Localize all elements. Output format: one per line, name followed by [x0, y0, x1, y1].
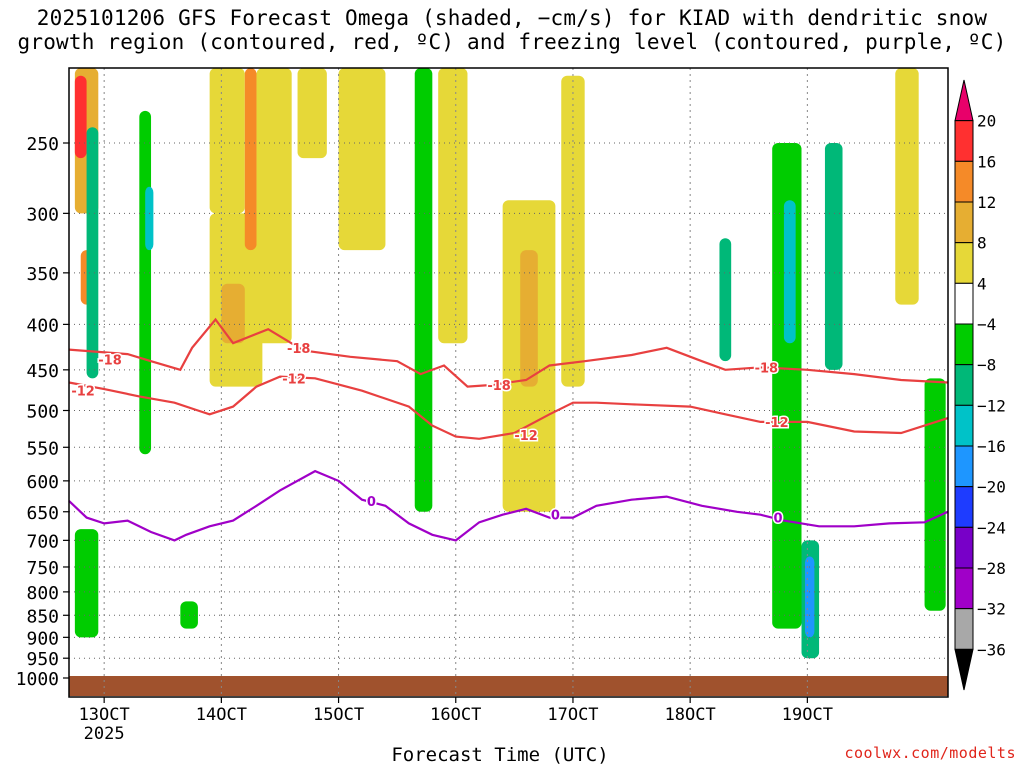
omega-patch — [139, 110, 152, 455]
contour-label: -12 — [514, 429, 538, 444]
chart-title-line1: 2025101206 GFS Forecast Omega (shaded, −… — [36, 6, 988, 30]
y-tick-label: 850 — [26, 606, 59, 627]
y-tick-label: 800 — [26, 583, 59, 604]
omega-patch — [783, 200, 796, 344]
y-tick-label: 750 — [26, 558, 59, 579]
colorbar-bin — [954, 323, 974, 366]
colorbar-label: −24 — [977, 518, 1006, 537]
colorbar-top-arrow — [954, 79, 974, 122]
colorbar-bin — [954, 364, 974, 406]
x-tick-label: 13OCT — [79, 705, 130, 725]
source-credit[interactable]: coolwx.com/modelts — [844, 744, 1016, 762]
omega-patch — [244, 68, 257, 251]
contour-label: -12 — [71, 385, 95, 400]
contour-freezing-level — [68, 469, 949, 542]
y-tick-label: 550 — [26, 438, 59, 459]
colorbar-label: 4 — [977, 274, 987, 293]
omega-patch — [221, 283, 245, 344]
colorbar-label: −16 — [977, 437, 1006, 456]
y-tick-label: 250 — [26, 134, 59, 155]
colorbar: 20 16 12 8 4 −4 −8 −12 −16 −20 −24 −28 −32 −36 — [954, 79, 1006, 691]
omega-patch — [895, 68, 919, 305]
omega-patch — [338, 68, 386, 251]
colorbar-label: 20 — [977, 112, 996, 131]
colorbar-bin — [954, 242, 974, 284]
contour-label: 0 — [367, 495, 376, 510]
contour-label: -12 — [282, 372, 306, 387]
colorbar-label: 12 — [977, 193, 996, 212]
chart-title-line2: growth region (contoured, red, ºC) and f… — [17, 30, 1007, 54]
x-tick-label: 19OCT — [782, 705, 833, 725]
contour-dgzm12 — [68, 375, 949, 440]
x-tick-year-label: 2025 — [84, 724, 125, 744]
omega-patch — [297, 68, 327, 159]
omega-patch — [256, 68, 292, 344]
plot-area — [69, 68, 948, 697]
contour-label: -18 — [755, 361, 779, 376]
plot-frame — [68, 67, 949, 698]
y-tick-label: 350 — [26, 264, 59, 285]
colorbar-label: −20 — [977, 478, 1006, 497]
x-tick-label: 14OCT — [196, 705, 247, 725]
y-tick-label: 450 — [26, 361, 59, 382]
colorbar-bin — [954, 160, 974, 203]
x-tick-label: 16OCT — [430, 705, 481, 725]
contour-label: -18 — [98, 353, 122, 368]
y-tick-label: 600 — [26, 472, 59, 493]
x-tick-label: 17OCT — [547, 705, 598, 725]
colorbar-bin — [954, 567, 974, 610]
omega-patch — [520, 250, 538, 387]
colorbar-bottom-arrow — [954, 648, 974, 691]
colorbar-label: 8 — [977, 234, 987, 253]
omega-patch — [209, 68, 245, 214]
omega-patch — [805, 556, 815, 638]
y-tick-label: 700 — [26, 531, 59, 552]
colorbar-bin — [954, 526, 974, 569]
y-tick-label: 300 — [26, 204, 59, 225]
chart-title: 2025101206 GFS Forecast Omega (shaded, −… — [0, 6, 1024, 54]
colorbar-bin — [954, 201, 974, 244]
colorbar-bin — [954, 608, 974, 650]
omega-patch — [924, 378, 946, 611]
x-axis-label: Forecast Time (UTC) — [391, 744, 609, 766]
contour-lines: -18 -18 -18 -18 -12 -12 -12 -12 0 0 0 — [68, 317, 949, 542]
x-tick-label: 18OCT — [665, 705, 716, 725]
colorbar-label: −12 — [977, 396, 1006, 415]
omega-patch — [719, 238, 732, 362]
colorbar-bin — [954, 445, 974, 488]
omega-patch — [438, 68, 468, 344]
y-tick-label: 500 — [26, 402, 59, 423]
colorbar-label: −8 — [977, 356, 996, 375]
omega-patch — [824, 143, 843, 370]
colorbar-label: −32 — [977, 600, 1006, 619]
contour-label: -12 — [765, 416, 789, 431]
axes: 2503003504004505005506006507007508008509… — [16, 67, 949, 744]
terrain-fill — [69, 676, 948, 696]
colorbar-label: −36 — [977, 640, 1006, 659]
colorbar-bin — [954, 120, 974, 162]
omega-patch — [145, 186, 154, 251]
omega-patch — [86, 127, 99, 379]
colorbar-label: 16 — [977, 152, 996, 171]
contour-label: -18 — [487, 379, 511, 394]
omega-patch — [74, 529, 99, 638]
contour-label: 0 — [774, 512, 783, 527]
contour-dgzm18 — [68, 317, 949, 388]
y-tick-label: 400 — [26, 315, 59, 336]
y-tick-label: 900 — [26, 628, 59, 649]
colorbar-bin — [954, 404, 974, 447]
x-tick-label: 15OCT — [313, 705, 364, 725]
omega-patch — [74, 75, 87, 159]
colorbar-label: −28 — [977, 559, 1006, 578]
y-tick-label: 650 — [26, 503, 59, 524]
y-tick-label: 950 — [26, 649, 59, 670]
contour-label: -18 — [287, 342, 311, 357]
colorbar-bin — [954, 486, 974, 528]
colorbar-bin — [954, 282, 974, 325]
omega-patch — [414, 68, 433, 512]
colorbar-label: −4 — [977, 315, 996, 334]
y-tick-label: 1000 — [16, 669, 59, 690]
contour-label: 0 — [551, 509, 560, 524]
